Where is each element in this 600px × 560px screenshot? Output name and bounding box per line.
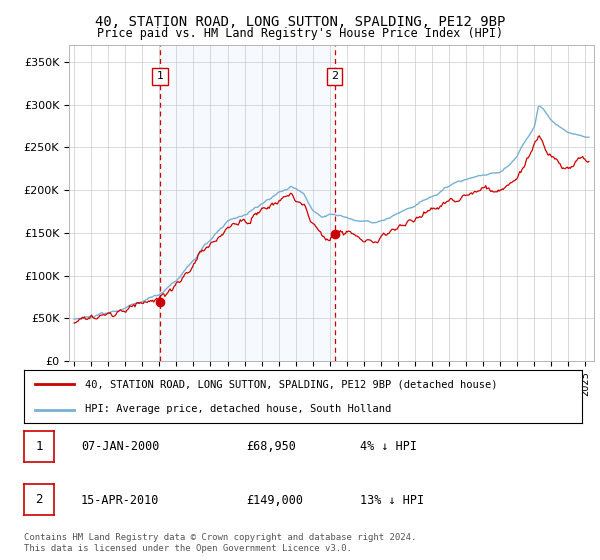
Text: 2: 2 <box>331 71 338 81</box>
Text: 1: 1 <box>35 440 43 453</box>
Text: Price paid vs. HM Land Registry's House Price Index (HPI): Price paid vs. HM Land Registry's House … <box>97 27 503 40</box>
Text: £149,000: £149,000 <box>246 493 303 507</box>
FancyBboxPatch shape <box>327 68 343 85</box>
Bar <box>160 45 335 361</box>
Text: 40, STATION ROAD, LONG SUTTON, SPALDING, PE12 9BP: 40, STATION ROAD, LONG SUTTON, SPALDING,… <box>95 15 505 29</box>
Text: 4% ↓ HPI: 4% ↓ HPI <box>360 440 417 454</box>
Text: 13% ↓ HPI: 13% ↓ HPI <box>360 493 424 507</box>
Text: 40, STATION ROAD, LONG SUTTON, SPALDING, PE12 9BP (detached house): 40, STATION ROAD, LONG SUTTON, SPALDING,… <box>85 380 498 390</box>
Text: Contains HM Land Registry data © Crown copyright and database right 2024.
This d: Contains HM Land Registry data © Crown c… <box>24 533 416 553</box>
Text: HPI: Average price, detached house, South Holland: HPI: Average price, detached house, Sout… <box>85 404 392 414</box>
Text: 07-JAN-2000: 07-JAN-2000 <box>81 440 160 454</box>
FancyBboxPatch shape <box>152 68 167 85</box>
Text: 1: 1 <box>157 71 163 81</box>
Text: 2: 2 <box>35 493 43 506</box>
Text: £68,950: £68,950 <box>246 440 296 454</box>
Text: 15-APR-2010: 15-APR-2010 <box>81 493 160 507</box>
